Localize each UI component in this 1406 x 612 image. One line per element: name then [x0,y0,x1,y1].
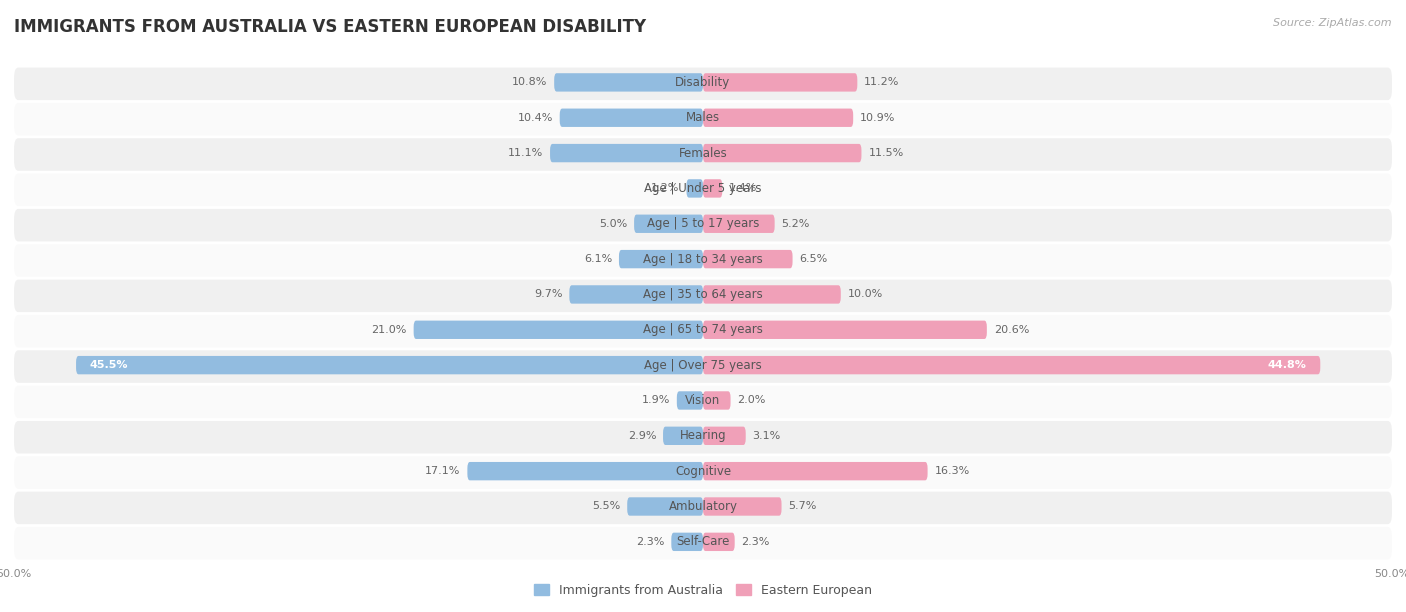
Text: Age | 5 to 17 years: Age | 5 to 17 years [647,217,759,230]
FancyBboxPatch shape [413,321,703,339]
FancyBboxPatch shape [467,462,703,480]
FancyBboxPatch shape [703,532,735,551]
Text: 2.0%: 2.0% [738,395,766,406]
FancyBboxPatch shape [14,103,1392,135]
FancyBboxPatch shape [703,73,858,92]
Text: Age | 18 to 34 years: Age | 18 to 34 years [643,253,763,266]
Text: 6.5%: 6.5% [800,254,828,264]
FancyBboxPatch shape [686,179,703,198]
FancyBboxPatch shape [14,174,1392,206]
Text: 17.1%: 17.1% [425,466,461,476]
Text: 9.7%: 9.7% [534,289,562,299]
FancyBboxPatch shape [619,250,703,268]
FancyBboxPatch shape [14,138,1392,171]
Text: 5.5%: 5.5% [592,501,620,512]
Text: Hearing: Hearing [679,429,727,442]
Text: Age | Over 75 years: Age | Over 75 years [644,359,762,371]
FancyBboxPatch shape [703,498,782,516]
FancyBboxPatch shape [554,73,703,92]
Legend: Immigrants from Australia, Eastern European: Immigrants from Australia, Eastern Europ… [529,579,877,602]
FancyBboxPatch shape [14,315,1392,348]
Text: Self-Care: Self-Care [676,536,730,548]
Text: 44.8%: 44.8% [1268,360,1306,370]
FancyBboxPatch shape [14,209,1392,242]
FancyBboxPatch shape [703,108,853,127]
Text: 11.5%: 11.5% [869,148,904,158]
FancyBboxPatch shape [703,179,723,198]
Text: Age | 65 to 74 years: Age | 65 to 74 years [643,323,763,336]
Text: Source: ZipAtlas.com: Source: ZipAtlas.com [1274,18,1392,28]
Text: Ambulatory: Ambulatory [668,500,738,513]
FancyBboxPatch shape [634,215,703,233]
FancyBboxPatch shape [14,350,1392,382]
Text: 10.8%: 10.8% [512,77,547,88]
FancyBboxPatch shape [627,498,703,516]
Text: Disability: Disability [675,76,731,89]
Text: 20.6%: 20.6% [994,325,1029,335]
FancyBboxPatch shape [671,532,703,551]
Text: Cognitive: Cognitive [675,465,731,477]
FancyBboxPatch shape [550,144,703,162]
Text: 5.7%: 5.7% [789,501,817,512]
FancyBboxPatch shape [703,285,841,304]
FancyBboxPatch shape [14,421,1392,453]
FancyBboxPatch shape [560,108,703,127]
Text: IMMIGRANTS FROM AUSTRALIA VS EASTERN EUROPEAN DISABILITY: IMMIGRANTS FROM AUSTRALIA VS EASTERN EUR… [14,18,647,36]
Text: 11.1%: 11.1% [508,148,543,158]
Text: 6.1%: 6.1% [583,254,612,264]
Text: Females: Females [679,147,727,160]
FancyBboxPatch shape [676,391,703,409]
FancyBboxPatch shape [569,285,703,304]
FancyBboxPatch shape [664,427,703,445]
Text: 10.9%: 10.9% [860,113,896,123]
FancyBboxPatch shape [14,457,1392,489]
FancyBboxPatch shape [703,356,1320,375]
Text: 5.2%: 5.2% [782,218,810,229]
Text: 10.0%: 10.0% [848,289,883,299]
Text: Age | 35 to 64 years: Age | 35 to 64 years [643,288,763,301]
FancyBboxPatch shape [703,462,928,480]
Text: Age | Under 5 years: Age | Under 5 years [644,182,762,195]
Text: 45.5%: 45.5% [90,360,128,370]
FancyBboxPatch shape [703,321,987,339]
FancyBboxPatch shape [703,427,745,445]
FancyBboxPatch shape [14,280,1392,312]
FancyBboxPatch shape [703,215,775,233]
Text: 5.0%: 5.0% [599,218,627,229]
FancyBboxPatch shape [703,144,862,162]
FancyBboxPatch shape [703,250,793,268]
Text: 1.2%: 1.2% [651,184,679,193]
Text: 3.1%: 3.1% [752,431,780,441]
Text: Vision: Vision [685,394,721,407]
FancyBboxPatch shape [14,244,1392,277]
FancyBboxPatch shape [703,391,731,409]
Text: 2.3%: 2.3% [636,537,665,547]
FancyBboxPatch shape [14,386,1392,418]
Text: 10.4%: 10.4% [517,113,553,123]
Text: 2.3%: 2.3% [741,537,770,547]
Text: 16.3%: 16.3% [935,466,970,476]
Text: 2.9%: 2.9% [627,431,657,441]
Text: 1.9%: 1.9% [641,395,669,406]
FancyBboxPatch shape [14,67,1392,100]
Text: 21.0%: 21.0% [371,325,406,335]
Text: 11.2%: 11.2% [865,77,900,88]
Text: Males: Males [686,111,720,124]
FancyBboxPatch shape [14,527,1392,559]
Text: 1.4%: 1.4% [730,184,758,193]
FancyBboxPatch shape [14,491,1392,524]
FancyBboxPatch shape [76,356,703,375]
